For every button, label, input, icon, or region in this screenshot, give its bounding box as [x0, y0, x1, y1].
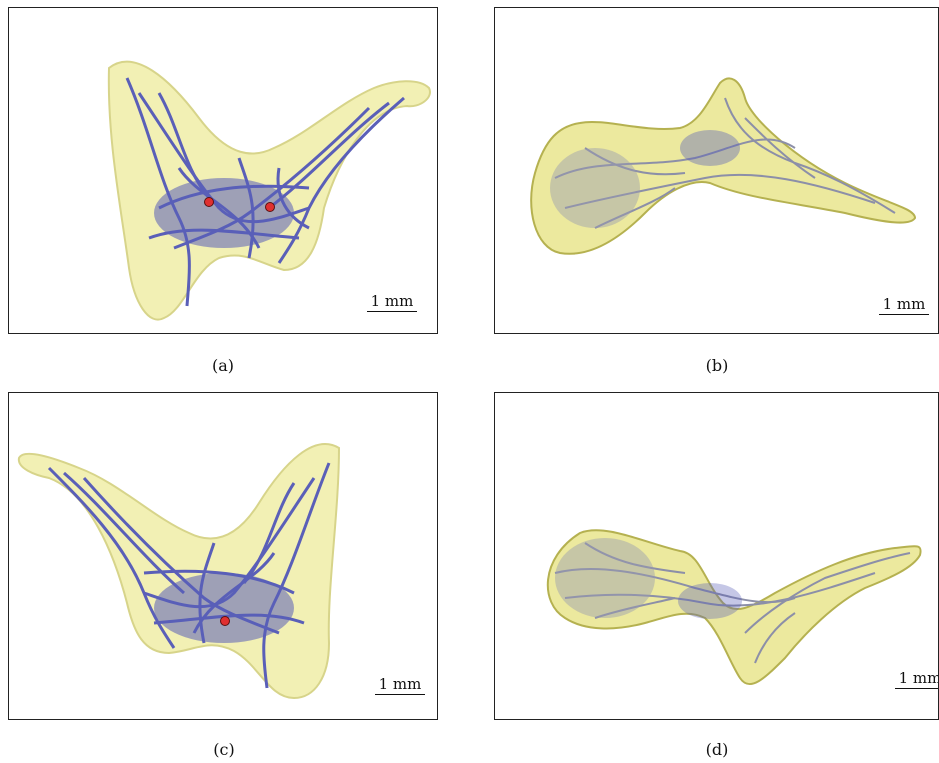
scale-bar-a: 1 mm: [367, 292, 417, 312]
panel-a: 1 mm: [8, 7, 438, 334]
caption-c: (c): [213, 740, 235, 759]
network-neck-b: [680, 130, 740, 166]
render-b: [530, 77, 917, 255]
marker-a2: [265, 202, 275, 212]
network-core-a: [154, 178, 294, 248]
scale-label-d: 1 mm: [898, 669, 939, 687]
panel-d: 1 mm: [494, 392, 939, 720]
scale-label-b: 1 mm: [882, 295, 926, 313]
scale-label-a: 1 mm: [370, 292, 414, 310]
marker-c1: [220, 616, 230, 626]
caption-a: (a): [211, 356, 235, 375]
network-core-c: [154, 573, 294, 643]
shell-d: [546, 529, 922, 685]
render-d: [546, 529, 922, 685]
shell-b: [530, 77, 917, 255]
scale-bar-b: 1 mm: [879, 295, 929, 315]
network-neck-d: [678, 583, 742, 619]
network-core-d: [555, 538, 655, 618]
network-d: [554, 542, 911, 664]
network-b: [554, 97, 896, 229]
scale-bar-c: 1 mm: [375, 675, 425, 695]
network-core-b: [550, 148, 640, 228]
marker-a1: [204, 197, 214, 207]
render-a: [107, 60, 431, 321]
scale-label-c: 1 mm: [378, 675, 422, 693]
scale-line-d: [895, 688, 938, 689]
panel-c: 1 mm: [8, 392, 438, 720]
scale-line-b: [879, 314, 929, 315]
caption-d: (d): [705, 740, 729, 759]
render-c: [17, 443, 341, 700]
caption-b: (b): [705, 356, 729, 375]
panel-b: 1 mm: [494, 7, 939, 334]
scale-line-a: [367, 311, 417, 312]
scale-line-c: [375, 694, 425, 695]
scale-bar-d: 1 mm: [895, 669, 939, 689]
